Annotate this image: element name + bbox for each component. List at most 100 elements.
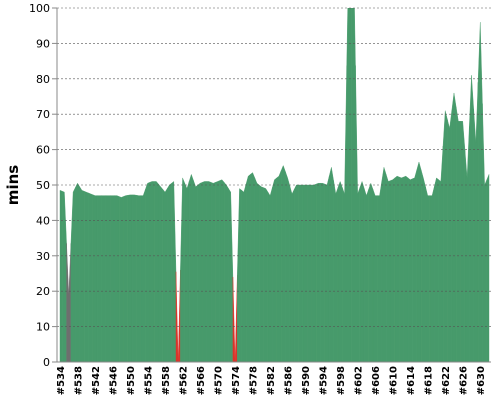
- area-segment: [385, 174, 391, 362]
- area-segment: [245, 173, 251, 362]
- area-segment: [105, 195, 111, 362]
- y-tick-label: 90: [36, 37, 50, 50]
- area-segment: [123, 195, 129, 362]
- x-tick-label: #538: [74, 366, 85, 395]
- x-tick-label: #586: [284, 366, 295, 395]
- area-segment: [477, 22, 483, 362]
- area-segment: [188, 173, 194, 362]
- x-tick-label: #622: [441, 366, 452, 395]
- x-tick-label: #566: [196, 366, 207, 395]
- x-tick-label: #602: [354, 366, 365, 395]
- area-segment: [167, 182, 172, 362]
- area-segment: [390, 177, 396, 362]
- area-segment: [464, 126, 470, 362]
- x-tick-label: #582: [266, 366, 277, 395]
- area-segment: [232, 275, 238, 362]
- area-segment: [175, 269, 181, 362]
- area-segment: [434, 177, 439, 362]
- area-segment: [412, 169, 417, 362]
- area-segment: [171, 181, 177, 362]
- area-segment: [140, 189, 146, 362]
- area-segment: [92, 194, 98, 362]
- area-segment: [350, 8, 356, 362]
- x-tick-label: #570: [214, 366, 225, 395]
- area-segment: [359, 180, 365, 362]
- area-segment: [258, 184, 264, 362]
- area-segment: [223, 181, 229, 362]
- y-tick-label: 40: [36, 214, 50, 227]
- y-axis-label: mins: [4, 165, 22, 205]
- area-segment: [473, 82, 479, 362]
- area-segment: [355, 65, 361, 362]
- area-segment: [263, 187, 269, 362]
- area-segment: [407, 177, 413, 362]
- area-segment: [298, 184, 304, 362]
- area-segment: [285, 171, 291, 362]
- x-tick-label: #562: [179, 366, 190, 395]
- area-segment: [97, 195, 102, 362]
- x-tick-label: #590: [301, 366, 312, 395]
- area-segment: [364, 188, 369, 362]
- area-segment: [237, 188, 242, 362]
- area-segment: [293, 184, 299, 362]
- area-segment: [70, 187, 76, 362]
- area-segment: [460, 121, 466, 362]
- area-segment: [79, 186, 85, 362]
- area-segment: [451, 92, 457, 362]
- area-segment: [346, 8, 352, 362]
- area-segment: [280, 164, 286, 362]
- area-segment: [197, 182, 203, 362]
- area-segment: [158, 183, 164, 362]
- x-tick-label: #546: [109, 366, 120, 395]
- area-segment: [403, 175, 409, 362]
- area-segment: [368, 182, 374, 362]
- area-segment: [145, 182, 150, 362]
- x-tick-label: #594: [319, 366, 330, 395]
- x-tick-label: #550: [126, 366, 137, 395]
- x-tick-label: #606: [371, 366, 382, 395]
- y-tick-label: 20: [36, 285, 50, 298]
- area-segment: [482, 103, 488, 362]
- area-segment: [180, 177, 185, 362]
- area-segment: [289, 185, 295, 362]
- area-segment: [486, 174, 490, 362]
- x-tick-label: #554: [144, 366, 155, 395]
- area-segment: [241, 184, 247, 362]
- y-tick-label: 70: [36, 108, 50, 121]
- area-segment: [193, 180, 199, 362]
- y-tick-label: 60: [36, 144, 50, 157]
- area-segment: [202, 181, 207, 362]
- area-segment: [442, 110, 448, 362]
- x-tick-label: #626: [459, 366, 470, 395]
- area-segment: [272, 177, 277, 362]
- area-segment: [219, 179, 225, 362]
- x-tick-label: #542: [91, 366, 102, 395]
- area-segment: [132, 194, 137, 362]
- area-segment: [184, 181, 190, 362]
- area-segment: [455, 107, 461, 362]
- area-segment: [372, 189, 378, 362]
- y-tick-label: 10: [36, 321, 50, 334]
- y-tick-label: 0: [43, 356, 50, 369]
- area-segment: [337, 180, 343, 362]
- y-tick-label: 80: [36, 73, 50, 86]
- area-segment: [420, 169, 426, 362]
- area-segment: [320, 183, 326, 362]
- area-segment: [333, 180, 339, 362]
- area-segment: [83, 190, 89, 362]
- area-segment: [469, 75, 474, 362]
- x-tick-label: #598: [336, 366, 347, 395]
- area-segment: [324, 176, 330, 362]
- area-segment: [228, 187, 234, 362]
- y-tick-label: 100: [29, 2, 50, 15]
- area-segment: [311, 183, 317, 362]
- area-segment: [153, 181, 159, 362]
- x-tick-label: #610: [389, 366, 400, 395]
- area-segment: [394, 175, 400, 362]
- area-segment: [162, 187, 168, 362]
- area-segment: [315, 183, 321, 362]
- area-segment: [136, 195, 142, 362]
- area-segment: [254, 177, 260, 362]
- area-segment: [66, 243, 72, 362]
